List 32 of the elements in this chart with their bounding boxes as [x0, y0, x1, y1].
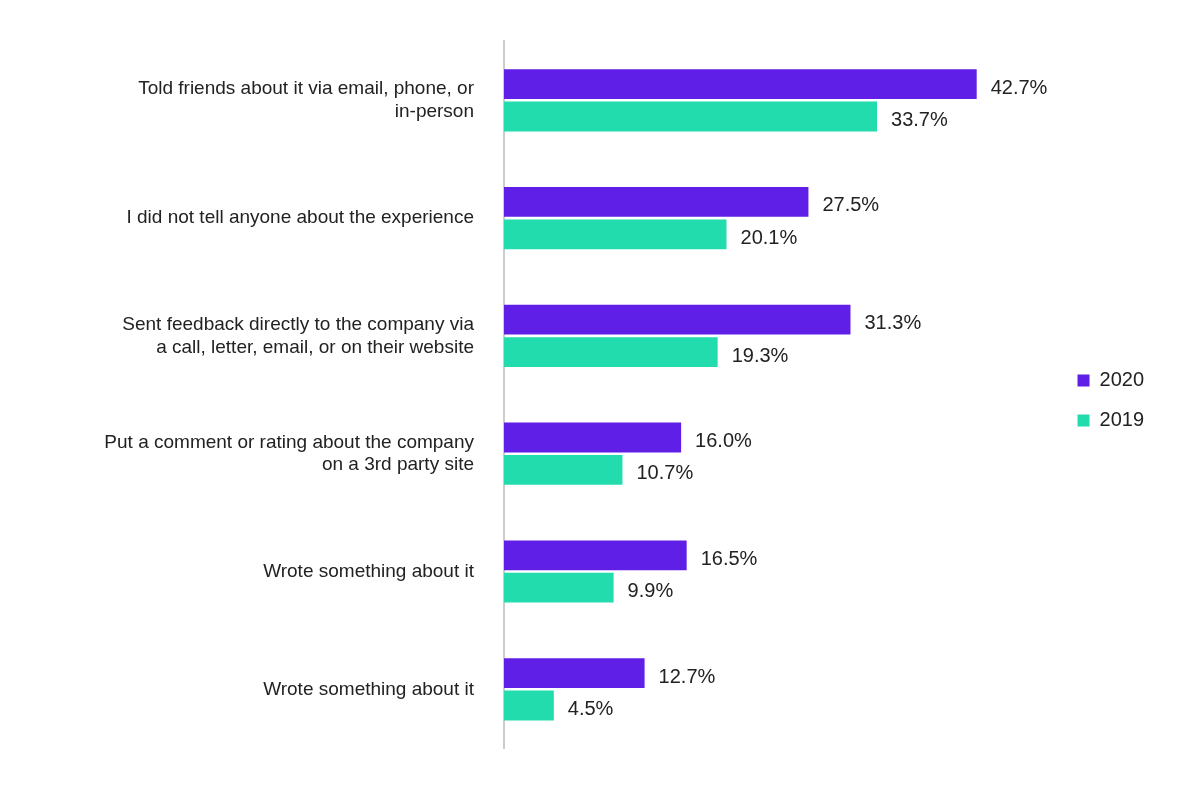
- data-label: 12.7%: [658, 664, 716, 687]
- data-label: 16.5%: [700, 546, 758, 569]
- bar: [504, 455, 623, 485]
- y-tick-label: Sent feedback directly to the company via a call, letter, email, or on their website: [122, 312, 475, 357]
- y-tick-label: Wrote something about it: [263, 677, 475, 699]
- bar: [504, 219, 727, 250]
- y-tick-label: Put a comment or rating about the company on a 3rd party site: [104, 430, 475, 475]
- data-label: 31.3%: [864, 311, 922, 334]
- data-label: 9.9%: [627, 579, 674, 602]
- data-label: 42.7%: [990, 75, 1048, 98]
- bar: [504, 572, 614, 603]
- y-tick-label: Wrote something about it: [263, 559, 475, 581]
- y-tick-label: I did not tell anyone about the experience: [126, 206, 474, 228]
- data-label: 27.5%: [822, 193, 880, 216]
- bar: [504, 690, 554, 721]
- bar: [504, 69, 977, 99]
- bar: [504, 540, 687, 571]
- data-label: 16.0%: [695, 429, 753, 452]
- bar: [504, 658, 645, 688]
- legend-label: 2020: [1099, 368, 1145, 391]
- bar: [504, 187, 809, 217]
- data-label: 19.3%: [731, 343, 789, 366]
- bar: [504, 337, 718, 367]
- legend-label: 2019: [1099, 408, 1145, 431]
- data-label: 20.1%: [740, 225, 798, 248]
- bar: [504, 304, 851, 335]
- data-label: 4.5%: [567, 697, 614, 720]
- data-label: 33.7%: [891, 108, 948, 131]
- data-label: 10.7%: [636, 461, 694, 484]
- y-tick-label: Told friends about it via email, phone, or in-person: [138, 77, 475, 121]
- bar: [504, 101, 878, 132]
- bar: [504, 422, 682, 453]
